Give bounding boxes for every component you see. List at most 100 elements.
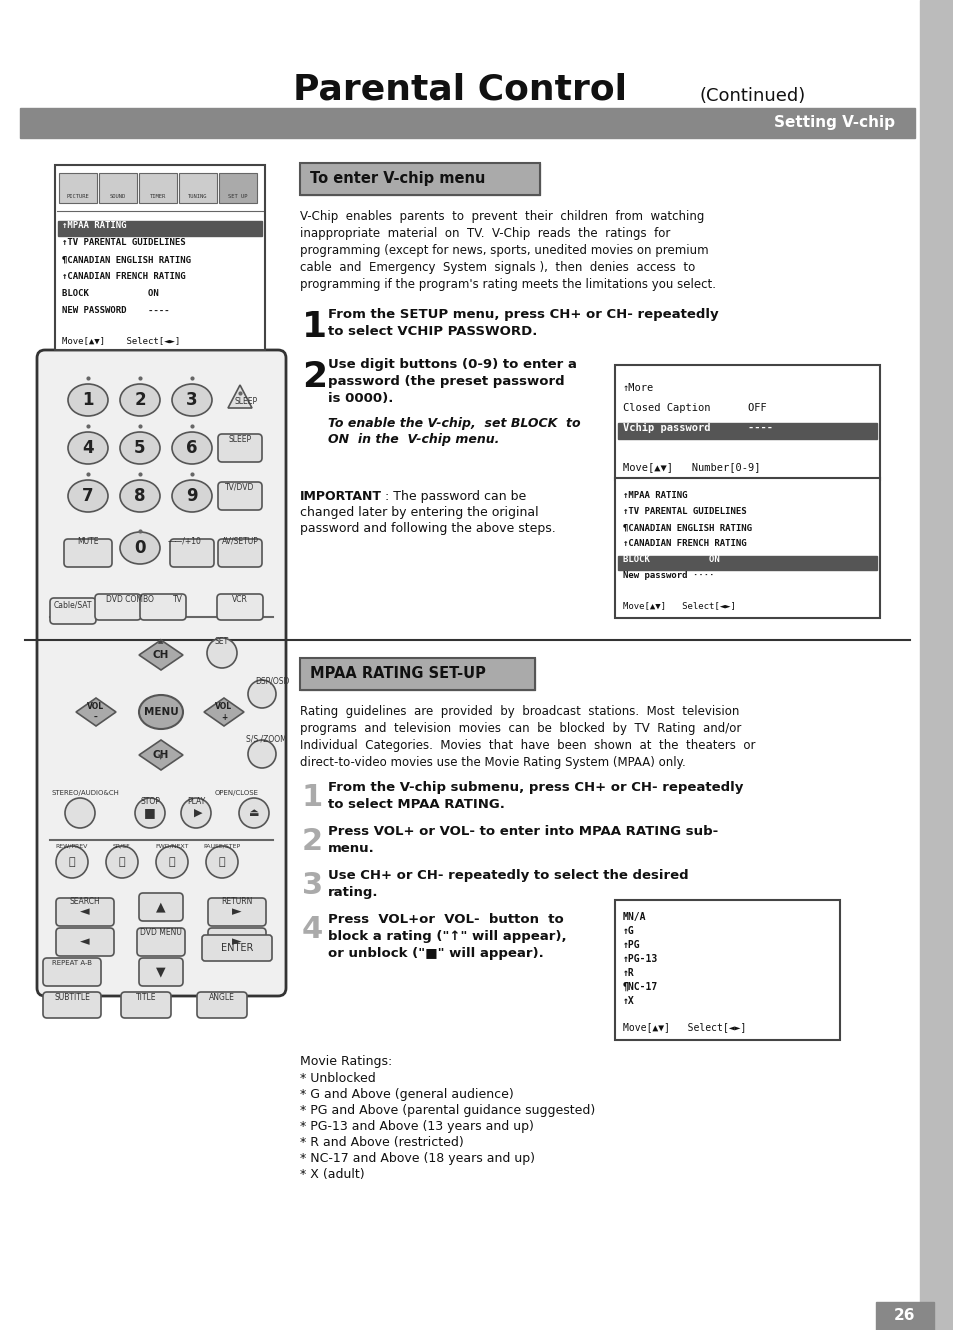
FancyBboxPatch shape: [56, 928, 113, 956]
Ellipse shape: [181, 798, 211, 829]
FancyBboxPatch shape: [56, 898, 113, 926]
Text: BLOCK           ON: BLOCK ON: [622, 555, 719, 564]
Text: From the V-chip submenu, press CH+ or CH- repeatedly: From the V-chip submenu, press CH+ or CH…: [328, 781, 742, 794]
Text: 7: 7: [82, 487, 93, 505]
Text: ↑More: ↑More: [622, 383, 654, 392]
FancyBboxPatch shape: [64, 539, 112, 567]
Text: changed later by entering the original: changed later by entering the original: [299, 505, 538, 519]
Text: ◄: ◄: [80, 906, 90, 919]
Text: ⏭: ⏭: [118, 857, 125, 867]
Text: * PG and Above (parental guidance suggested): * PG and Above (parental guidance sugges…: [299, 1104, 595, 1117]
Text: ↑X: ↑X: [622, 996, 634, 1005]
Text: CH: CH: [152, 650, 169, 660]
Text: PICTURE: PICTURE: [67, 193, 90, 198]
Text: 3: 3: [302, 871, 323, 900]
Text: ↑PG-13: ↑PG-13: [622, 954, 658, 964]
Text: ►: ►: [232, 935, 241, 948]
Text: Move[▲▼]   Select[◄►]: Move[▲▼] Select[◄►]: [622, 601, 735, 610]
Bar: [615, 900, 840, 1040]
Text: ON  in the  V-chip menu.: ON in the V-chip menu.: [328, 434, 498, 446]
Bar: [299, 164, 539, 196]
Text: Parental Control: Parental Control: [293, 73, 626, 106]
Text: 6: 6: [186, 439, 197, 458]
Ellipse shape: [68, 432, 108, 464]
Text: To enable the V-chip,  set BLOCK  to: To enable the V-chip, set BLOCK to: [328, 418, 580, 430]
Text: ⏩: ⏩: [169, 857, 175, 867]
Text: ◄: ◄: [80, 935, 90, 948]
Text: : The password can be: : The password can be: [385, 489, 526, 503]
Text: REPEAT A-B: REPEAT A-B: [52, 960, 91, 966]
Text: Closed Caption      OFF: Closed Caption OFF: [622, 403, 766, 414]
Ellipse shape: [120, 384, 160, 416]
Bar: [20, 108, 914, 138]
Ellipse shape: [56, 846, 88, 878]
Text: Vchip password      ----: Vchip password ----: [622, 423, 772, 434]
Text: 5: 5: [134, 439, 146, 458]
Text: TV: TV: [172, 595, 183, 604]
Text: ▲: ▲: [156, 900, 166, 914]
Text: ↑TV PARENTAL GUIDELINES: ↑TV PARENTAL GUIDELINES: [622, 507, 746, 516]
Bar: [99, 173, 137, 203]
Text: V-Chip  enables  parents  to  prevent  their  children  from  watching: V-Chip enables parents to prevent their …: [299, 210, 703, 223]
Ellipse shape: [65, 798, 95, 829]
Text: ↑MPAA RATING: ↑MPAA RATING: [622, 491, 687, 500]
Ellipse shape: [172, 384, 212, 416]
Text: MUTE: MUTE: [77, 537, 99, 547]
FancyBboxPatch shape: [121, 992, 171, 1017]
Text: FWD/NEXT: FWD/NEXT: [155, 845, 189, 849]
Text: 3: 3: [186, 391, 197, 410]
Text: ENTER: ENTER: [220, 943, 253, 954]
FancyBboxPatch shape: [218, 481, 262, 509]
Bar: [55, 165, 265, 350]
Text: VOL
–: VOL –: [88, 702, 105, 722]
FancyBboxPatch shape: [196, 992, 247, 1017]
FancyBboxPatch shape: [216, 595, 263, 620]
Text: REW/PREV: REW/PREV: [56, 845, 88, 849]
Bar: [299, 164, 539, 196]
Text: Press  VOL+or  VOL-  button  to: Press VOL+or VOL- button to: [328, 912, 563, 926]
Text: * R and Above (restricted): * R and Above (restricted): [299, 1136, 463, 1149]
Text: ↑G: ↑G: [622, 926, 634, 936]
Text: STEREO/AUDIO&CH: STEREO/AUDIO&CH: [52, 790, 120, 795]
Text: ↑TV PARENTAL GUIDELINES: ↑TV PARENTAL GUIDELINES: [62, 238, 186, 247]
Text: 1: 1: [302, 310, 327, 344]
Bar: [919, 0, 953, 1330]
FancyBboxPatch shape: [170, 539, 213, 567]
Text: * NC-17 and Above (18 years and up): * NC-17 and Above (18 years and up): [299, 1152, 535, 1165]
Text: SET UP: SET UP: [228, 193, 248, 198]
Text: NEW PASSWORD    ----: NEW PASSWORD ----: [62, 306, 170, 315]
Text: ▶: ▶: [193, 809, 202, 818]
Bar: [219, 173, 256, 203]
Ellipse shape: [248, 680, 275, 708]
FancyBboxPatch shape: [43, 992, 101, 1017]
FancyBboxPatch shape: [43, 958, 101, 986]
Text: 2: 2: [302, 827, 323, 857]
Ellipse shape: [120, 480, 160, 512]
Text: SEARCH: SEARCH: [70, 896, 100, 906]
Text: password (the preset password: password (the preset password: [328, 375, 564, 388]
Text: ¶NC-17: ¶NC-17: [622, 982, 658, 992]
Text: Press VOL+ or VOL- to enter into MPAA RATING sub-: Press VOL+ or VOL- to enter into MPAA RA…: [328, 825, 718, 838]
Text: ⏮: ⏮: [69, 857, 75, 867]
Text: ANGLE: ANGLE: [209, 994, 234, 1001]
Text: DSP/OSD: DSP/OSD: [254, 677, 289, 686]
Text: 2: 2: [302, 360, 327, 394]
Bar: [615, 477, 879, 618]
Text: ↑PG: ↑PG: [622, 940, 640, 950]
FancyBboxPatch shape: [218, 539, 262, 567]
Text: SR/SF: SR/SF: [113, 845, 131, 849]
Text: PAUSE/STEP: PAUSE/STEP: [203, 845, 240, 849]
Text: 26: 26: [893, 1309, 915, 1323]
Text: CH: CH: [152, 750, 169, 759]
Polygon shape: [228, 384, 252, 408]
Text: ↑R: ↑R: [622, 968, 634, 978]
Ellipse shape: [248, 739, 275, 767]
Text: programming if the program's rating meets the limitations you select.: programming if the program's rating meet…: [299, 278, 716, 291]
Text: From the SETUP menu, press CH+ or CH- repeatedly: From the SETUP menu, press CH+ or CH- re…: [328, 309, 718, 321]
Text: ↑CANADIAN FRENCH RATING: ↑CANADIAN FRENCH RATING: [62, 273, 186, 281]
Text: Setting V-chip: Setting V-chip: [773, 116, 894, 130]
Ellipse shape: [172, 480, 212, 512]
Ellipse shape: [172, 432, 212, 464]
Text: TIMER: TIMER: [150, 193, 166, 198]
Bar: [875, 1302, 933, 1330]
